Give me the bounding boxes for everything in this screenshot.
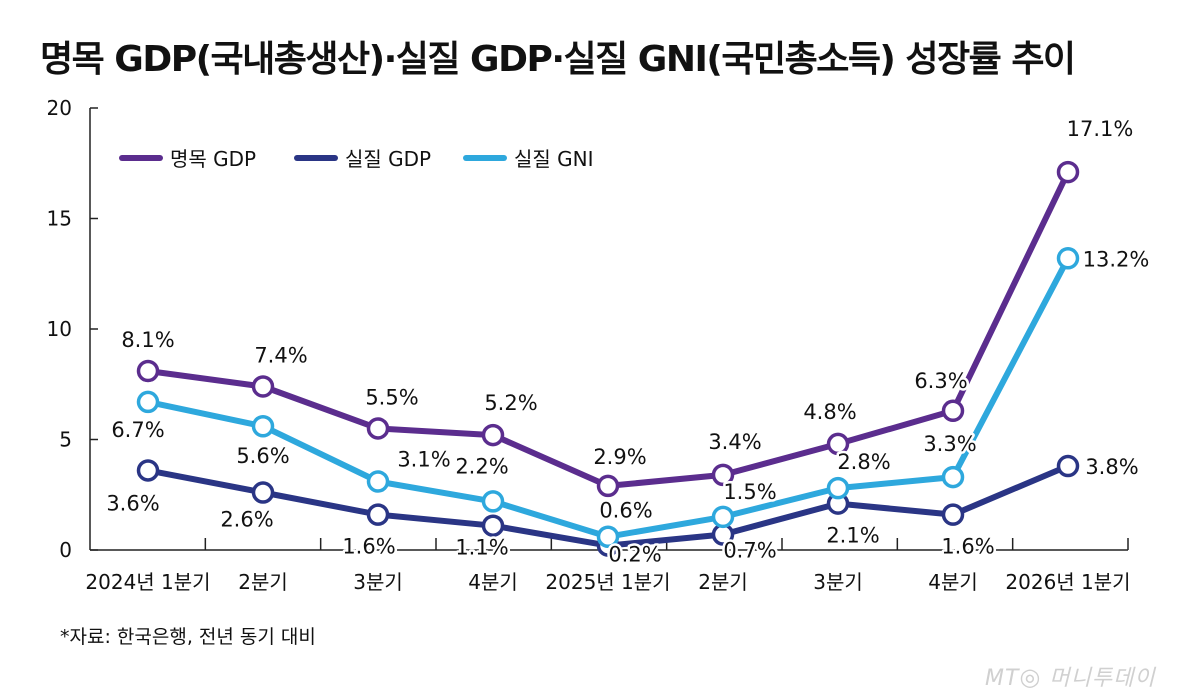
series-1-point — [481, 514, 505, 537]
x-tick-label: 3분기 — [813, 570, 863, 594]
series-0-point — [826, 432, 850, 456]
series-1-data-label: 2.6% — [220, 508, 273, 532]
series-2-point — [711, 505, 735, 529]
series-1-point — [251, 481, 275, 504]
series-2-data-label: 3.3% — [923, 432, 976, 456]
series-1-data-label: 0.2% — [608, 543, 661, 567]
series-2-data-label: 13.2% — [1083, 247, 1150, 271]
x-tick-label: 2025년 1분기 — [545, 570, 670, 594]
watermark-logo: MT◎ 머니투데이 — [985, 663, 1156, 691]
series-0-point — [596, 474, 620, 498]
x-tick-label: 2분기 — [238, 570, 288, 594]
series-0-point — [711, 463, 735, 487]
series-2-point — [251, 414, 275, 438]
series-1-data-label: 3.6% — [106, 491, 159, 515]
series-2-point — [136, 390, 160, 414]
series-2-data-label: 2.8% — [837, 450, 890, 474]
chart-title: 명목 GDP(국내총생산)·실질 GDP·실질 GNI(국민총소득) 성장률 추… — [40, 39, 1076, 80]
x-tick-label: 4분기 — [468, 570, 518, 594]
y-tick-label: 20 — [47, 96, 72, 120]
series-2-data-label: 2.2% — [455, 454, 508, 478]
series-2-point — [481, 490, 505, 513]
legend-label-2: 실질 GNI — [514, 147, 594, 171]
series-1-data-label: 2.1% — [826, 524, 879, 548]
x-tick-label: 2026년 1분기 — [1005, 570, 1130, 594]
y-tick-label: 0 — [59, 538, 72, 562]
series-2-point — [826, 476, 850, 500]
series-2-data-label: 3.1% — [397, 447, 450, 471]
series-0-point — [251, 375, 275, 398]
y-tick-label: 5 — [59, 428, 72, 452]
series-0-data-label: 3.4% — [708, 430, 761, 454]
series-0-data-label: 4.8% — [803, 400, 856, 424]
x-tick-label: 3분기 — [353, 570, 403, 594]
series-2-point — [1056, 247, 1080, 270]
series-0-data-label: 17.1% — [1067, 117, 1134, 141]
series-2-data-label: 1.5% — [723, 480, 776, 504]
series-0-point — [481, 423, 505, 447]
series-1-point — [941, 503, 965, 526]
series-0-point — [941, 399, 965, 423]
series-0-data-label: 5.5% — [365, 385, 418, 409]
series-2-data-label: 5.6% — [236, 444, 289, 468]
x-tick-label: 2024년 1분기 — [85, 570, 210, 594]
series-2-point — [596, 525, 620, 548]
series-1-data-label: 0.7% — [723, 539, 776, 563]
series-0-data-label: 7.4% — [254, 343, 307, 367]
y-tick-label: 15 — [47, 207, 72, 231]
series-2-point — [941, 465, 965, 489]
series-0-point — [136, 359, 160, 383]
series-1-data-label: 1.6% — [941, 535, 994, 559]
legend-label-0: 명목 GDP — [170, 147, 256, 171]
series-0-data-label: 8.1% — [121, 328, 174, 352]
series-2-data-label: 6.7% — [111, 418, 164, 442]
source-note: *자료: 한국은행, 전년 동기 대비 — [60, 626, 316, 648]
series-1-data-label: 1.1% — [455, 536, 508, 560]
series-0-data-label: 5.2% — [484, 391, 537, 415]
series-0-point — [366, 417, 390, 440]
series-1-point — [366, 503, 390, 526]
series-0-data-label: 6.3% — [914, 369, 967, 393]
series-0-point — [1056, 160, 1080, 184]
series-2-data-label: 0.6% — [599, 499, 652, 523]
series-0-data-label: 2.9% — [593, 445, 646, 469]
series-1-point — [136, 459, 160, 482]
x-tick-label: 4분기 — [928, 570, 978, 594]
series-2-point — [366, 470, 390, 493]
series-1-data-label: 1.6% — [342, 535, 395, 559]
series-1-data-label: 3.8% — [1085, 455, 1138, 479]
y-tick-label: 10 — [47, 317, 72, 341]
legend-label-1: 실질 GDP — [345, 147, 431, 171]
series-1-point — [1056, 454, 1080, 478]
x-tick-label: 2분기 — [698, 570, 748, 594]
